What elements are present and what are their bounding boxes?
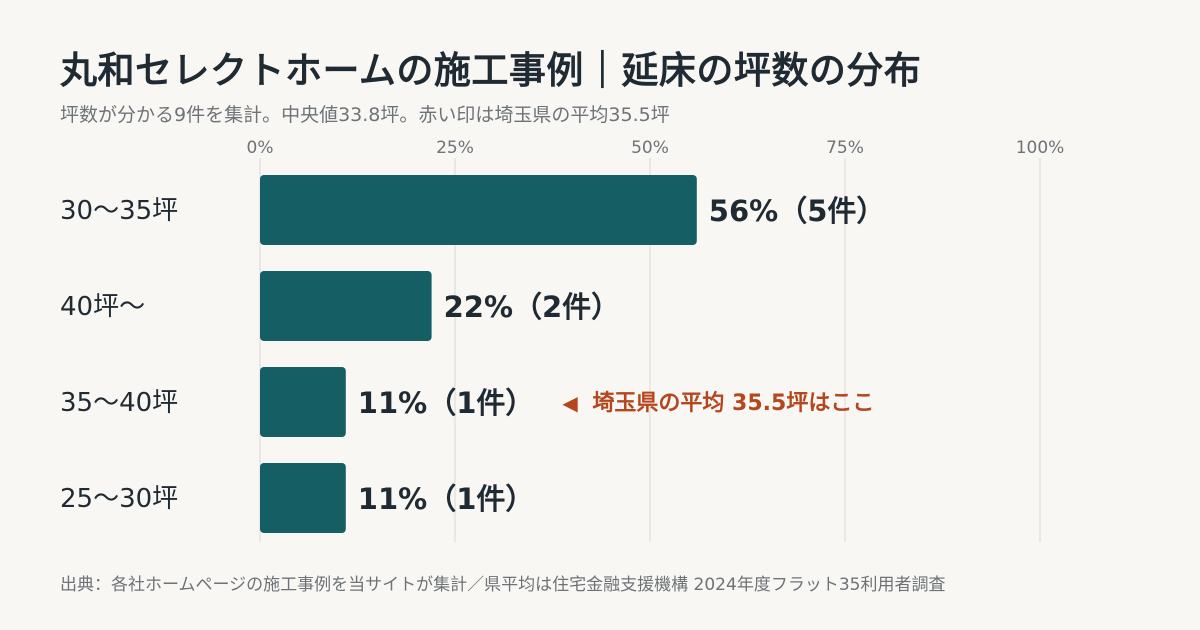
bar bbox=[260, 367, 346, 437]
bar bbox=[260, 271, 432, 341]
data-label: 56%（5件） bbox=[709, 194, 886, 228]
category-label: 30〜35坪 bbox=[60, 196, 178, 226]
bar bbox=[260, 463, 346, 533]
source-note: 出典：各社ホームページの施工事例を当サイトが集計／県平均は住宅金融支援機構 20… bbox=[60, 575, 946, 595]
x-tick-label: 0% bbox=[247, 138, 274, 158]
data-label: 11%（1件） bbox=[358, 482, 535, 516]
category-label: 40坪〜 bbox=[60, 292, 145, 322]
annotation-text: 埼玉県の平均 35.5坪はここ bbox=[592, 390, 874, 416]
x-tick-label: 100% bbox=[1016, 138, 1065, 158]
x-tick-label: 50% bbox=[631, 138, 669, 158]
page-subtitle: 坪数が分かる9件を集計。中央値33.8坪。赤い印は埼玉県の平均35.5坪 bbox=[60, 104, 670, 126]
data-label: 22%（2件） bbox=[444, 290, 621, 324]
category-label: 25〜30坪 bbox=[60, 484, 178, 514]
data-label: 11%（1件） bbox=[358, 386, 535, 420]
annotation-marker: ◀ bbox=[562, 391, 578, 415]
page-title: 丸和セレクトホームの施工事例｜延床の坪数の分布 bbox=[60, 49, 922, 92]
category-label: 35〜40坪 bbox=[60, 388, 178, 418]
x-tick-label: 75% bbox=[826, 138, 864, 158]
bar bbox=[260, 175, 697, 245]
x-tick-label: 25% bbox=[436, 138, 474, 158]
